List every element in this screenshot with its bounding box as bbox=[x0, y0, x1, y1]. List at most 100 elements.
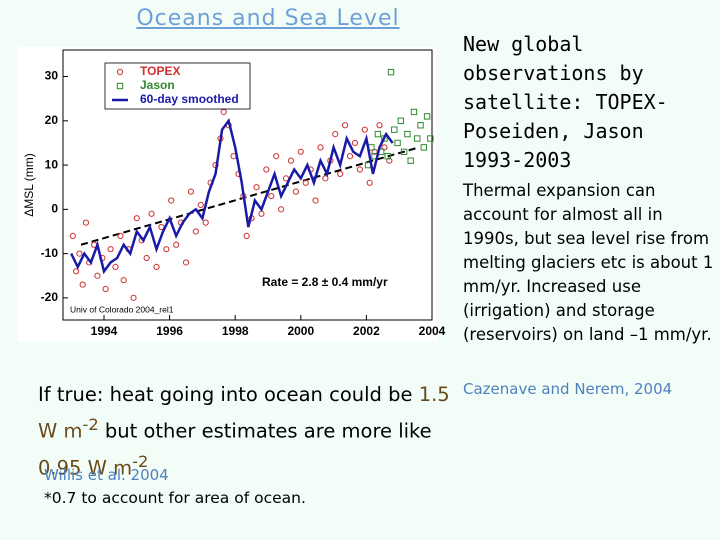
legend-box bbox=[104, 62, 251, 110]
point bbox=[423, 113, 431, 120]
point bbox=[287, 157, 295, 164]
x-tick-label: 1996 bbox=[156, 324, 183, 338]
statement-exponent: -2 bbox=[82, 415, 99, 434]
point bbox=[253, 184, 260, 191]
point bbox=[112, 263, 119, 270]
point bbox=[187, 188, 195, 195]
y-axis-label: ΔMSL (mm) bbox=[22, 153, 36, 217]
point bbox=[273, 153, 280, 160]
x-tick-label: 2004 bbox=[419, 324, 446, 338]
point bbox=[73, 268, 80, 275]
body-text: Thermal expansion can account for almost… bbox=[463, 181, 714, 344]
point bbox=[322, 175, 329, 182]
point bbox=[414, 135, 421, 142]
legend-marker bbox=[116, 82, 124, 90]
point bbox=[130, 294, 137, 301]
point bbox=[387, 68, 395, 76]
statement-value: 0.95 W m bbox=[38, 456, 133, 479]
note: *0.7 to account for area of ocean. bbox=[44, 489, 306, 507]
statement-text: If true: heat going into ocean could be bbox=[38, 383, 419, 406]
point bbox=[202, 219, 209, 226]
point bbox=[278, 206, 285, 213]
statement: If true: heat going into ocean could be … bbox=[38, 380, 458, 483]
statement-citation: Willis et al. 2004 bbox=[44, 466, 169, 484]
point bbox=[117, 232, 124, 240]
point bbox=[153, 263, 160, 270]
series-line bbox=[70, 117, 394, 275]
heading: New global observations by satellite: TO… bbox=[463, 32, 668, 172]
statement-value: 1.5 W m bbox=[38, 383, 450, 443]
annotation: Univ of Colorado 2004_rel1 bbox=[70, 304, 174, 314]
point bbox=[197, 201, 204, 209]
point bbox=[376, 122, 383, 129]
point bbox=[263, 166, 270, 173]
slide-title: Oceans and Sea Level bbox=[136, 6, 400, 31]
point bbox=[268, 192, 275, 200]
point bbox=[374, 130, 382, 138]
point bbox=[381, 144, 388, 151]
point bbox=[366, 179, 373, 186]
x-tick-label: 1994 bbox=[91, 324, 118, 338]
legend-label: 60-day smoothed bbox=[140, 92, 239, 106]
point bbox=[386, 157, 393, 164]
point bbox=[407, 157, 414, 164]
point bbox=[384, 153, 391, 160]
point bbox=[243, 232, 250, 240]
y-tick-label: 10 bbox=[45, 157, 59, 171]
point bbox=[410, 108, 418, 116]
point bbox=[107, 246, 114, 253]
point bbox=[312, 197, 319, 204]
point bbox=[420, 144, 428, 151]
point bbox=[94, 272, 101, 279]
y-tick-label: 0 bbox=[51, 202, 58, 216]
y-tick-label: -10 bbox=[41, 246, 59, 260]
point bbox=[102, 285, 109, 293]
point bbox=[397, 117, 405, 125]
statement-text: but other estimates are more like bbox=[98, 419, 432, 443]
annotation: Rate = 2.8 ± 0.4 mm/yr bbox=[262, 275, 388, 289]
point bbox=[337, 170, 344, 178]
point bbox=[317, 144, 324, 151]
point bbox=[417, 122, 424, 129]
point bbox=[143, 254, 150, 262]
point bbox=[148, 210, 155, 217]
point bbox=[133, 215, 140, 222]
point bbox=[120, 277, 127, 284]
point bbox=[391, 126, 398, 133]
x-tick-label: 2002 bbox=[353, 324, 380, 338]
point bbox=[192, 228, 199, 235]
point bbox=[82, 219, 90, 226]
legend-marker bbox=[116, 68, 124, 76]
legend-label: TOPEX bbox=[140, 64, 180, 78]
legend-label: Jason bbox=[140, 78, 175, 92]
point bbox=[163, 246, 170, 253]
point bbox=[292, 188, 299, 195]
point bbox=[79, 281, 86, 288]
point bbox=[302, 179, 309, 186]
point bbox=[182, 259, 190, 266]
point bbox=[361, 126, 368, 133]
point bbox=[404, 130, 411, 138]
point bbox=[341, 122, 349, 129]
point bbox=[427, 135, 434, 142]
y-tick-label: 30 bbox=[45, 69, 59, 83]
point bbox=[173, 241, 180, 248]
point bbox=[168, 197, 175, 204]
point bbox=[69, 232, 76, 240]
plot-frame bbox=[62, 49, 433, 321]
point bbox=[297, 148, 304, 155]
x-tick-label: 1998 bbox=[222, 324, 249, 338]
statement-exponent: -2 bbox=[132, 451, 149, 471]
y-tick-label: -20 bbox=[41, 290, 59, 304]
point bbox=[400, 148, 408, 156]
y-tick-label: 20 bbox=[45, 113, 59, 127]
point bbox=[332, 130, 339, 138]
point bbox=[351, 139, 359, 147]
citation: Cazenave and Nerem, 2004 bbox=[463, 380, 673, 398]
point bbox=[76, 250, 83, 257]
point bbox=[394, 139, 401, 147]
x-tick-label: 2000 bbox=[287, 324, 314, 338]
point bbox=[356, 166, 363, 173]
